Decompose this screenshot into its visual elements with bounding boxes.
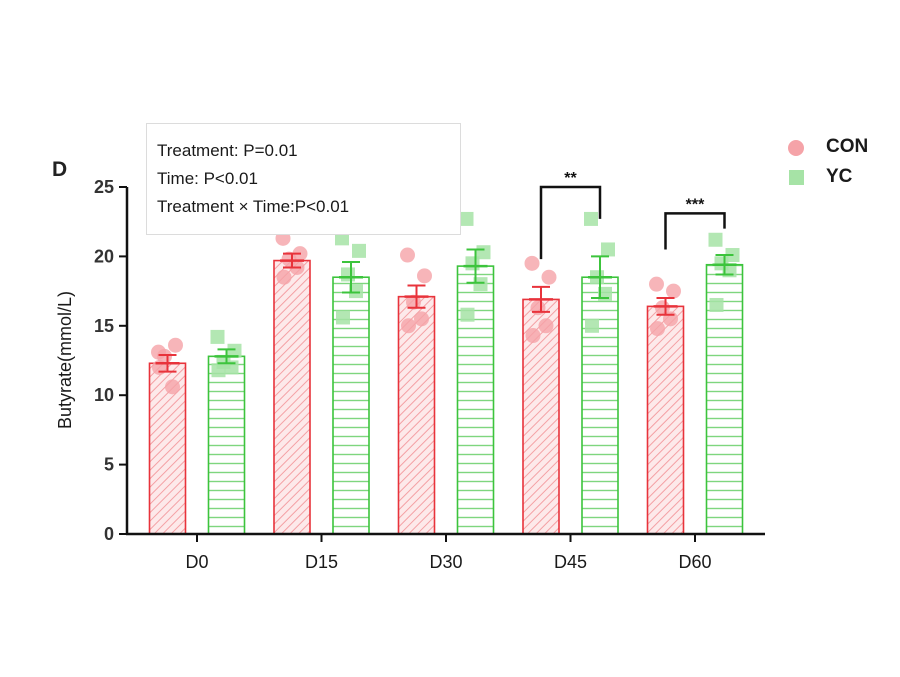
error-bars-layer <box>155 248 737 373</box>
data-point-con <box>525 328 541 344</box>
bar-yc-d0 <box>207 355 246 535</box>
y-tick-label: 15 <box>94 316 114 336</box>
stats-treatment: Treatment: P=0.01 <box>157 141 298 160</box>
legend-label-yc: YC <box>826 166 853 187</box>
data-point-yc <box>349 284 363 299</box>
legend-circle-icon <box>788 140 804 156</box>
data-point-con <box>400 247 415 263</box>
panel-label: D <box>52 158 68 181</box>
stats-annotation-box: Treatment: P=0.01 Time: P<0.01 Treatment… <box>146 123 461 235</box>
y-axis-label: Butyrate(mmol/L) <box>55 291 75 429</box>
data-point-con <box>541 269 557 285</box>
data-point-yc <box>465 256 480 271</box>
data-point-con <box>165 379 180 395</box>
data-point-con <box>414 311 429 327</box>
bars-layer <box>148 259 744 535</box>
data-point-con <box>524 255 540 271</box>
data-point-yc <box>460 307 475 322</box>
stats-time: Time: P<0.01 <box>157 169 258 188</box>
data-point-yc <box>336 310 350 325</box>
bar-con-d60 <box>646 305 685 535</box>
legend-square-icon <box>789 170 804 185</box>
data-point-yc <box>601 242 615 257</box>
bar-con-d30 <box>397 295 436 535</box>
data-point-yc <box>708 232 723 247</box>
bar-yc-d45 <box>581 276 619 535</box>
bar-yc-d30 <box>456 265 495 535</box>
x-tick-label: D60 <box>678 552 711 572</box>
y-tick-label: 0 <box>104 524 114 544</box>
y-tick-label: 5 <box>104 455 114 475</box>
data-point-con <box>401 318 416 334</box>
y-tick-label: 10 <box>94 385 114 405</box>
data-point-yc <box>459 211 474 226</box>
data-point-yc <box>585 318 599 333</box>
data-point-con <box>538 318 554 334</box>
data-point-yc <box>584 211 598 226</box>
stats-interaction: Treatment × Time:P<0.01 <box>157 197 350 216</box>
data-point-con <box>417 268 432 284</box>
x-tick-label: D15 <box>305 552 338 572</box>
significance-bracket-d45 <box>539 185 602 260</box>
x-tick-label: D45 <box>554 552 587 572</box>
data-point-con <box>649 276 664 292</box>
x-tick-label: D0 <box>185 552 208 572</box>
data-point-yc <box>352 243 366 258</box>
data-point-yc <box>210 329 225 344</box>
data-point-yc <box>227 343 242 358</box>
data-point-con <box>666 283 681 299</box>
data-point-con <box>530 300 546 316</box>
significance-label-d45: ** <box>564 170 577 187</box>
data-point-yc <box>341 267 355 282</box>
legend-label-con: CON <box>826 136 869 157</box>
data-point-con <box>168 337 183 353</box>
significance-layer: ***** <box>539 170 726 260</box>
data-point-con <box>276 269 292 285</box>
bar-con-d15 <box>273 259 311 535</box>
x-tick-label: D30 <box>429 552 462 572</box>
axes-layer: D0 D15 D30 D45 D60 0 5 10 15 20 25 <box>94 177 765 572</box>
data-point-yc <box>211 363 226 378</box>
y-tick-label: 20 <box>94 246 114 266</box>
data-point-con <box>650 321 665 337</box>
data-point-yc <box>709 297 724 312</box>
y-tick-label: 25 <box>94 177 114 197</box>
significance-label-d60: *** <box>686 196 705 213</box>
data-point-yc <box>473 277 488 292</box>
significance-bracket-d60 <box>664 212 726 250</box>
